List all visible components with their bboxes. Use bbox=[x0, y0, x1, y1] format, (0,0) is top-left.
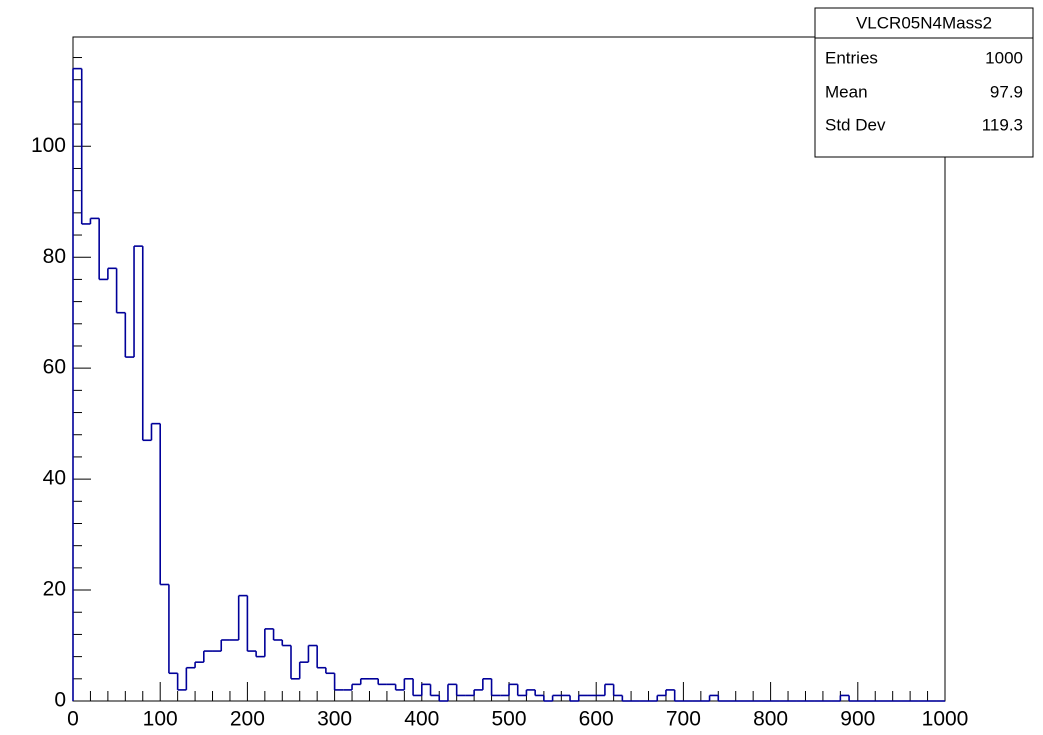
bin-edges bbox=[72, 68, 850, 701]
stats-box: VLCR05N4Mass2 Entries 1000 Mean 97.9 Std… bbox=[814, 7, 1034, 158]
y-tick-label: 0 bbox=[54, 689, 66, 712]
x-tick-label: 300 bbox=[317, 708, 352, 731]
x-tick-label: 400 bbox=[404, 708, 439, 731]
x-tick-label: 600 bbox=[579, 708, 614, 731]
frame bbox=[72, 36, 946, 702]
stats-border bbox=[814, 7, 1034, 158]
y-tick-label: 100 bbox=[31, 134, 66, 157]
x-tick-label: 800 bbox=[753, 708, 788, 731]
x-tick-label: 0 bbox=[67, 708, 79, 731]
x-tick-label: 500 bbox=[491, 708, 526, 731]
stats-label: Std Dev bbox=[825, 115, 886, 134]
stats-label: Entries bbox=[825, 48, 878, 67]
stats-label: Mean bbox=[825, 82, 868, 101]
x-tick-label: 100 bbox=[143, 708, 178, 731]
stats-value: 119.3 bbox=[982, 115, 1023, 134]
x-tick-label: 700 bbox=[666, 708, 701, 731]
y-tick-label: 20 bbox=[43, 578, 66, 601]
y-tick-label: 80 bbox=[43, 245, 66, 268]
y-tick-label: 60 bbox=[43, 356, 66, 379]
x-tick-label: 200 bbox=[230, 708, 265, 731]
x-tick-label: 900 bbox=[840, 708, 875, 731]
y-tick-label: 40 bbox=[43, 467, 66, 490]
x-tick-label: 1000 bbox=[922, 708, 969, 731]
stats-title: VLCR05N4Mass2 bbox=[856, 13, 992, 32]
stats-value: 1000 bbox=[985, 48, 1023, 67]
stats-value: 97.9 bbox=[990, 82, 1023, 101]
